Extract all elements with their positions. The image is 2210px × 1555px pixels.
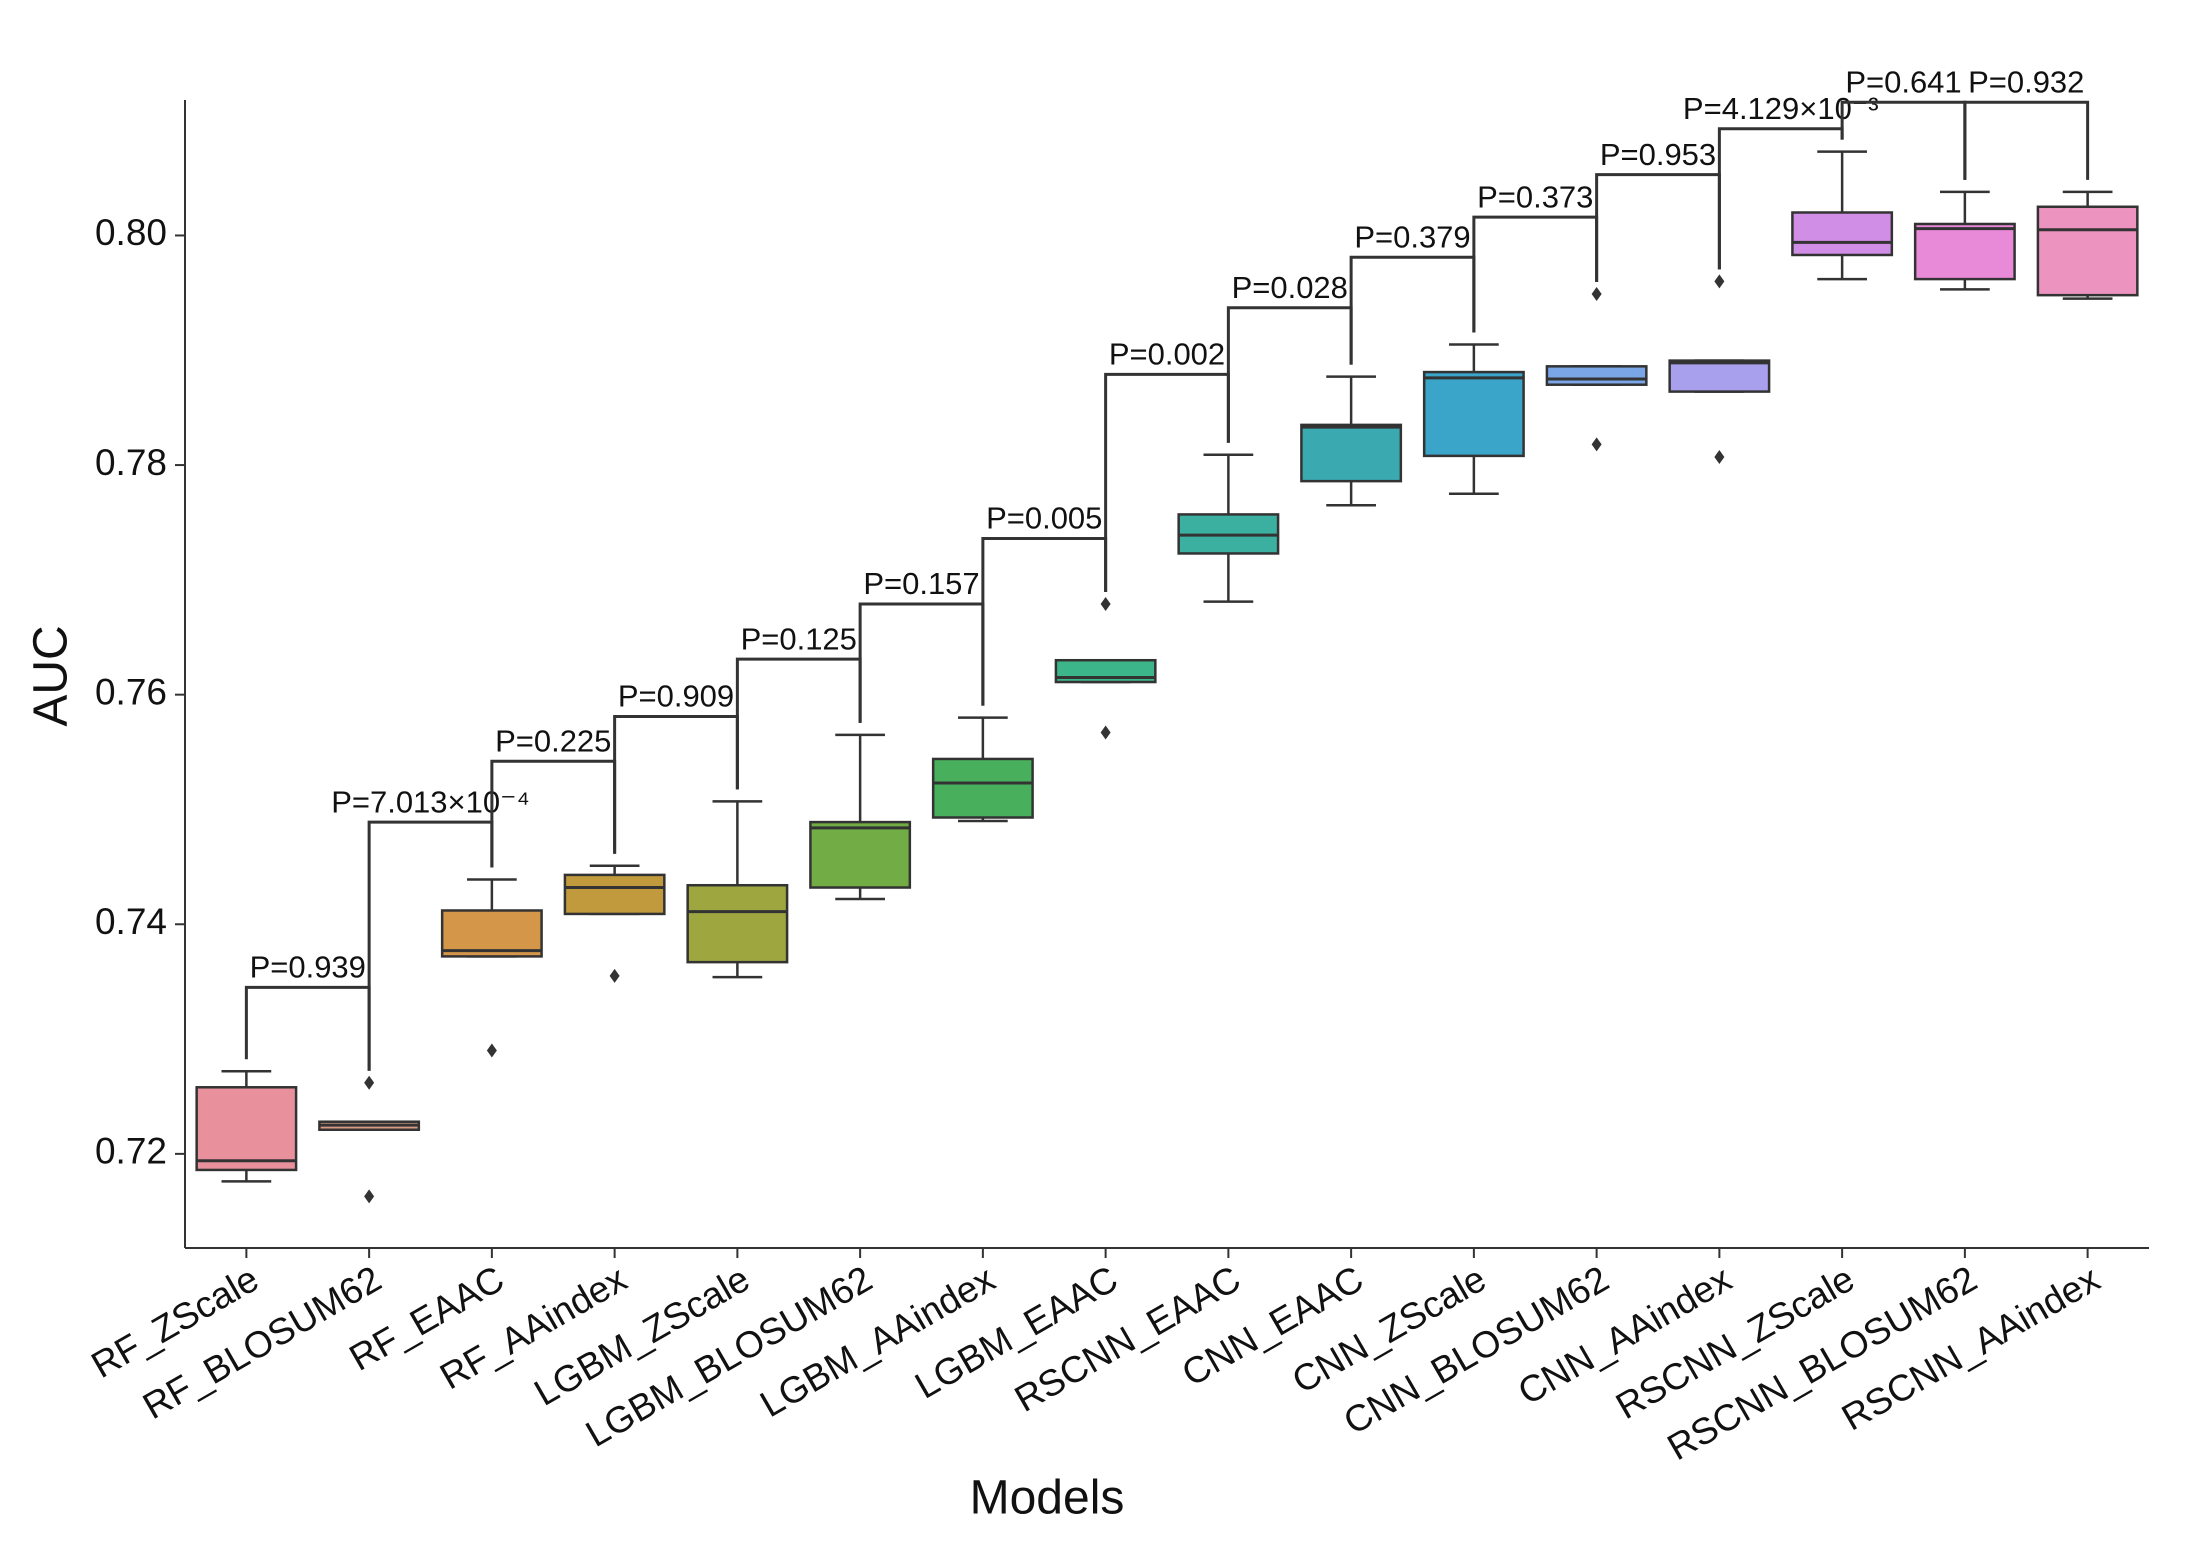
- x-axis-title: Models: [970, 1472, 1125, 1525]
- box: [440, 909, 543, 958]
- outlier: [1100, 725, 1111, 740]
- box: [931, 757, 1034, 819]
- comparison-bracket: [1104, 372, 1230, 592]
- p-value-label: P=0.909: [618, 679, 734, 714]
- box: [686, 883, 789, 964]
- comparison-bracket: [1595, 173, 1721, 283]
- box: [1422, 370, 1525, 458]
- p-value-label: P=0.028: [1232, 270, 1348, 305]
- box: [1791, 211, 1894, 257]
- p-value-label: P=0.125: [741, 621, 857, 656]
- box: [2036, 205, 2139, 297]
- comparison-bracket: [1472, 215, 1599, 333]
- p-value-label: P=0.953: [1600, 137, 1716, 172]
- comparison-bracket: [244, 985, 371, 1071]
- comparison-bracket: [1226, 306, 1353, 443]
- y-tick-label: 0.76: [95, 671, 167, 712]
- outlier: [1100, 596, 1111, 611]
- outlier: [1591, 437, 1602, 452]
- y-tick-label: 0.80: [95, 212, 167, 253]
- outlier: [1714, 450, 1725, 465]
- comparison-bracket: [1349, 255, 1476, 365]
- y-tick-label: 0.78: [95, 442, 167, 483]
- outlier: [486, 1043, 497, 1058]
- p-value-label: P=0.932: [1968, 64, 2084, 99]
- box: [809, 820, 912, 889]
- p-value-label: P=0.379: [1354, 219, 1470, 254]
- box: [563, 873, 666, 916]
- p-value-label: P=0.005: [986, 501, 1102, 536]
- box: [1668, 359, 1771, 393]
- p-value-label: P=4.129×10⁻³: [1683, 91, 1879, 126]
- p-value-label: P=0.373: [1477, 179, 1593, 214]
- outlier: [364, 1189, 375, 1204]
- comparison-bracket: [613, 714, 739, 854]
- p-value-label: P=7.013×10⁻⁴: [331, 784, 530, 819]
- p-value-label: P=0.939: [250, 950, 366, 985]
- outlier: [364, 1075, 375, 1090]
- box: [1913, 222, 2016, 281]
- comparison-bracket: [735, 657, 862, 790]
- p-value-label: P=0.157: [863, 566, 979, 601]
- box: [1300, 423, 1403, 483]
- outlier: [1591, 287, 1602, 302]
- box: [1545, 365, 1648, 386]
- y-tick-label: 0.74: [95, 901, 167, 942]
- y-tick-label: 0.72: [95, 1131, 167, 1172]
- comparison-bracket: [1963, 100, 2090, 180]
- p-value-label: P=0.641: [1845, 64, 1961, 99]
- outlier: [609, 968, 620, 983]
- p-value-label: P=0.002: [1109, 337, 1225, 372]
- p-value-label: P=0.225: [495, 723, 611, 758]
- comparison-bracket: [858, 602, 985, 723]
- outlier: [1714, 274, 1725, 289]
- y-axis-title: AUC: [25, 625, 78, 726]
- box: [195, 1086, 298, 1172]
